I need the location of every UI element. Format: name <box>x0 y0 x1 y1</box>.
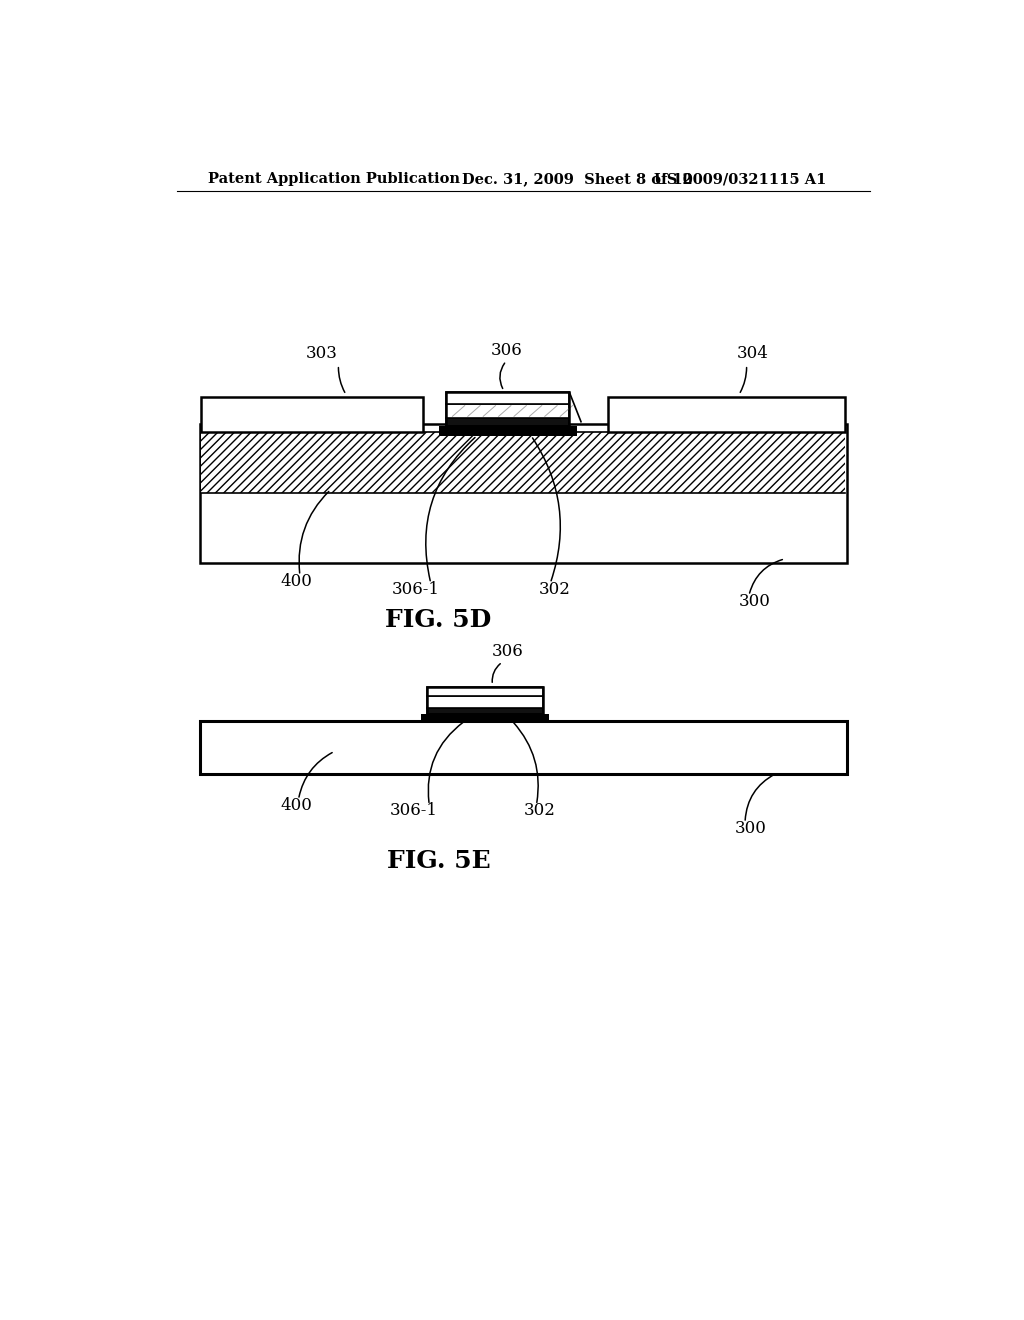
Bar <box>202 397 423 432</box>
Text: 300: 300 <box>739 593 771 610</box>
Bar <box>427 686 543 714</box>
Bar <box>427 709 543 714</box>
Text: 303: 303 <box>305 346 338 363</box>
Text: 400: 400 <box>281 797 312 813</box>
Bar <box>200 721 847 775</box>
Bar <box>438 425 578 436</box>
Bar <box>200 424 847 562</box>
Bar <box>202 432 845 494</box>
Text: 400: 400 <box>281 573 312 590</box>
Text: 306: 306 <box>490 342 522 359</box>
Text: 300: 300 <box>735 820 767 837</box>
Text: 306: 306 <box>492 643 523 660</box>
Text: Dec. 31, 2009  Sheet 8 of 10: Dec. 31, 2009 Sheet 8 of 10 <box>462 172 692 186</box>
Text: 302: 302 <box>539 581 570 598</box>
Text: US 2009/0321115 A1: US 2009/0321115 A1 <box>654 172 826 186</box>
Bar <box>446 392 569 425</box>
Text: 302: 302 <box>523 803 555 820</box>
Bar <box>446 392 569 404</box>
Bar <box>446 418 569 425</box>
Bar <box>608 397 845 432</box>
Bar <box>427 696 543 708</box>
Text: 304: 304 <box>737 346 769 363</box>
Text: Patent Application Publication: Patent Application Publication <box>208 172 460 186</box>
Text: 306-1: 306-1 <box>391 581 439 598</box>
Text: FIG. 5D: FIG. 5D <box>385 609 492 632</box>
Text: FIG. 5E: FIG. 5E <box>387 849 490 873</box>
Bar <box>427 686 543 696</box>
Text: 306-1: 306-1 <box>390 803 438 820</box>
Bar <box>421 714 549 721</box>
Bar <box>446 404 569 418</box>
